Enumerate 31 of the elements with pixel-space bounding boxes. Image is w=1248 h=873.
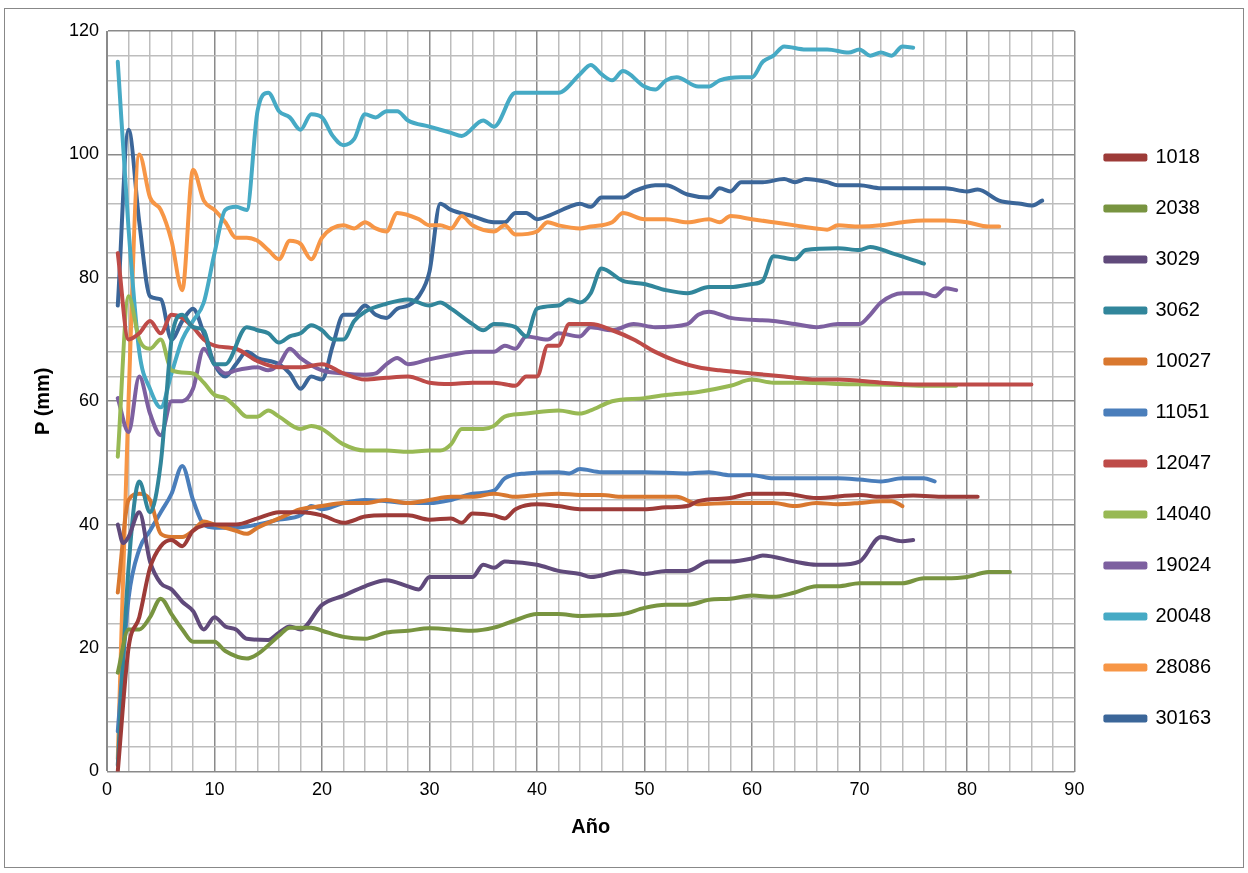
x-tick-label: 40 <box>526 779 547 800</box>
x-tick-label: 60 <box>741 779 762 800</box>
y-tick-label: 0 <box>89 760 100 781</box>
x-tick-label: 0 <box>102 779 113 800</box>
x-tick-label: 20 <box>311 779 333 800</box>
legend-label: 3029 <box>1155 247 1200 270</box>
legend-label: 12047 <box>1155 451 1212 474</box>
legend-label: 1018 <box>1155 145 1200 168</box>
y-tick-label: 20 <box>79 636 100 657</box>
legend-label: 2038 <box>1155 196 1200 219</box>
y-tick-label: 40 <box>79 513 100 534</box>
x-tick-label: 10 <box>204 779 225 800</box>
x-tick-label: 80 <box>956 779 977 800</box>
x-axis-title: Año <box>571 814 611 837</box>
legend-label: 28086 <box>1155 655 1212 678</box>
legend-label: 14040 <box>1155 502 1212 525</box>
legend-label: 11051 <box>1155 400 1210 423</box>
legend-label: 30163 <box>1155 706 1212 729</box>
x-tick-label: 70 <box>849 779 870 800</box>
legend-label: 20048 <box>1155 604 1212 627</box>
x-tick-label: 90 <box>1064 779 1085 800</box>
legend-label: 3062 <box>1155 298 1200 321</box>
y-tick-label: 120 <box>68 19 100 40</box>
legend-label: 10027 <box>1155 349 1212 372</box>
y-tick-label: 100 <box>68 143 100 164</box>
y-axis-title: P (mm) <box>30 367 53 435</box>
y-tick-label: 60 <box>79 390 100 411</box>
x-tick-label: 50 <box>634 779 655 800</box>
y-tick-label: 80 <box>79 266 100 287</box>
x-tick-label: 30 <box>419 779 440 800</box>
legend-label: 19024 <box>1155 553 1212 576</box>
